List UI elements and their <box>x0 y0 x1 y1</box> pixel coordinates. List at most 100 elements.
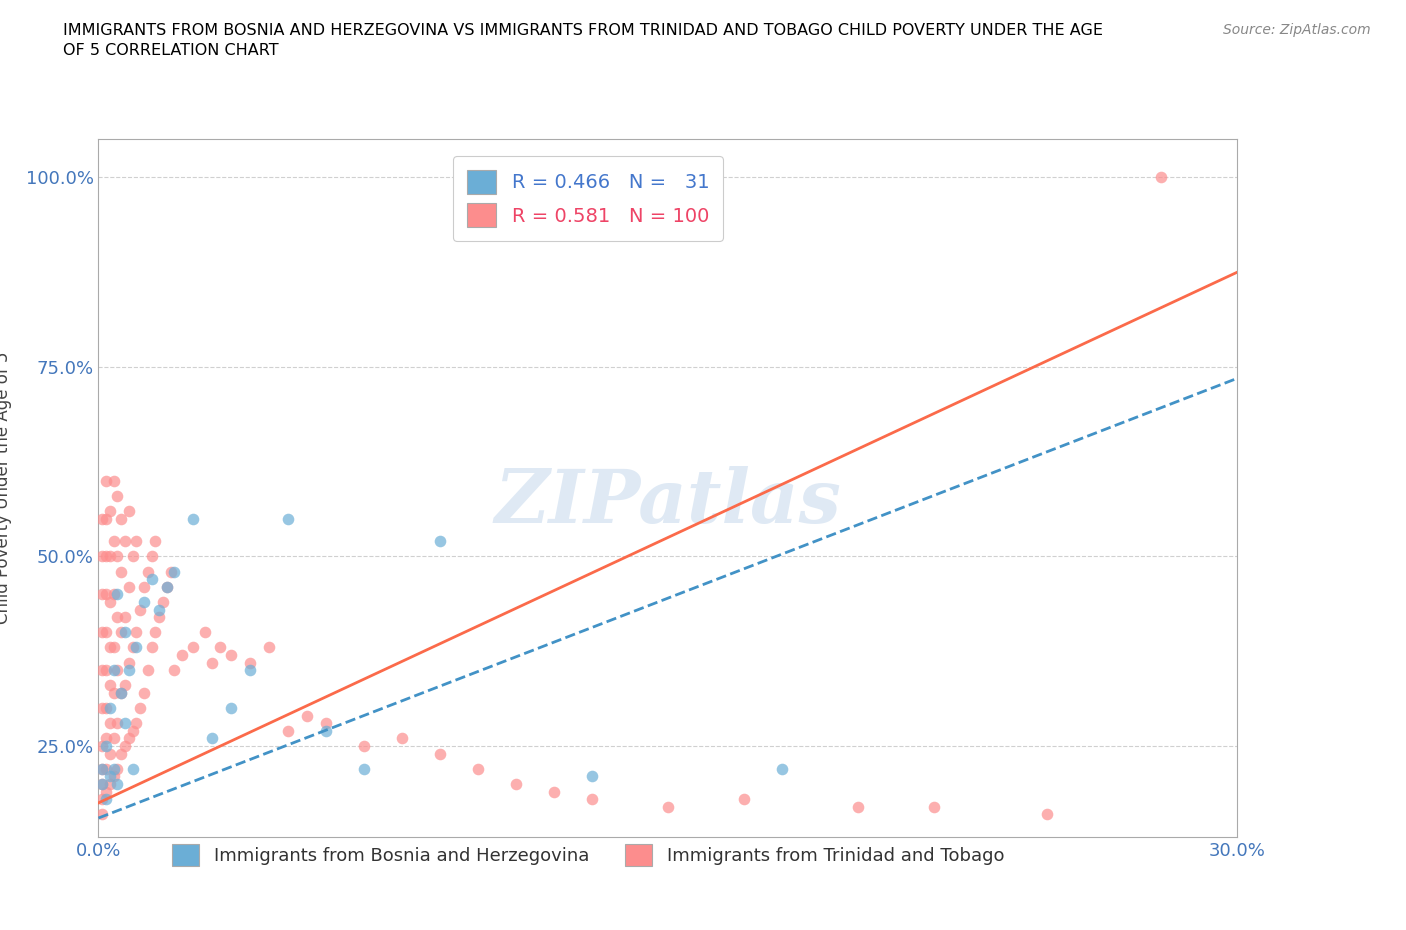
Point <box>94 700 117 715</box>
Point <box>114 678 136 693</box>
Point <box>94 625 117 640</box>
Legend: Immigrants from Bosnia and Herzegovina, Immigrants from Trinidad and Tobago: Immigrants from Bosnia and Herzegovina, … <box>165 837 1011 873</box>
Point <box>91 587 114 602</box>
Point <box>107 762 129 777</box>
Point <box>94 512 117 526</box>
Point <box>846 799 869 814</box>
Point <box>201 731 224 746</box>
Point <box>163 663 186 678</box>
Point <box>103 640 125 655</box>
Point <box>391 731 413 746</box>
Point <box>733 791 755 806</box>
Point <box>98 549 121 564</box>
Point <box>1150 170 1173 185</box>
Point <box>125 716 148 731</box>
Point <box>145 625 167 640</box>
Point <box>114 716 136 731</box>
Point <box>91 625 114 640</box>
Point <box>107 488 129 503</box>
Point <box>94 549 117 564</box>
Point <box>103 769 125 784</box>
Point <box>141 572 163 587</box>
Point <box>183 640 205 655</box>
Point <box>91 512 114 526</box>
Point <box>118 663 141 678</box>
Point <box>581 769 603 784</box>
Point <box>98 640 121 655</box>
Point <box>163 565 186 579</box>
Point <box>103 762 125 777</box>
Point <box>91 762 114 777</box>
Point <box>125 534 148 549</box>
Point <box>94 473 117 488</box>
Point <box>98 769 121 784</box>
Point <box>98 716 121 731</box>
Point <box>145 534 167 549</box>
Point <box>156 579 179 594</box>
Point <box>94 738 117 753</box>
Point <box>152 594 174 609</box>
Point <box>129 602 152 617</box>
Point <box>110 746 132 761</box>
Point <box>94 762 117 777</box>
Point <box>107 663 129 678</box>
Text: Source: ZipAtlas.com: Source: ZipAtlas.com <box>1223 23 1371 37</box>
Point <box>118 579 141 594</box>
Point <box>208 640 231 655</box>
Point <box>107 587 129 602</box>
Point <box>159 565 181 579</box>
Point <box>98 678 121 693</box>
Point <box>110 685 132 700</box>
Point <box>194 625 217 640</box>
Point <box>91 777 114 791</box>
Point <box>136 565 159 579</box>
Point <box>125 625 148 640</box>
Point <box>429 534 451 549</box>
Point <box>114 625 136 640</box>
Point <box>141 640 163 655</box>
Point <box>297 709 319 724</box>
Point <box>91 791 114 806</box>
Point <box>429 746 451 761</box>
Point <box>156 579 179 594</box>
Point <box>277 724 299 738</box>
Point <box>94 587 117 602</box>
Point <box>103 663 125 678</box>
Point <box>107 610 129 625</box>
Point <box>103 534 125 549</box>
Point <box>98 777 121 791</box>
Point <box>118 656 141 671</box>
Point <box>94 663 117 678</box>
Point <box>353 738 375 753</box>
Y-axis label: Child Poverty Under the Age of 5: Child Poverty Under the Age of 5 <box>0 352 11 625</box>
Point <box>98 594 121 609</box>
Point <box>467 762 489 777</box>
Point <box>183 512 205 526</box>
Point <box>129 700 152 715</box>
Point <box>107 549 129 564</box>
Point <box>114 738 136 753</box>
Point <box>91 700 114 715</box>
Point <box>132 579 155 594</box>
Point <box>94 791 117 806</box>
Text: IMMIGRANTS FROM BOSNIA AND HERZEGOVINA VS IMMIGRANTS FROM TRINIDAD AND TOBAGO CH: IMMIGRANTS FROM BOSNIA AND HERZEGOVINA V… <box>63 23 1104 58</box>
Point <box>107 777 129 791</box>
Point <box>91 549 114 564</box>
Point <box>125 640 148 655</box>
Point <box>103 473 125 488</box>
Point <box>201 656 224 671</box>
Point <box>132 685 155 700</box>
Point <box>141 549 163 564</box>
Point <box>91 762 114 777</box>
Point <box>121 549 143 564</box>
Point <box>136 663 159 678</box>
Point <box>543 784 565 799</box>
Point <box>98 503 121 518</box>
Point <box>148 602 170 617</box>
Point <box>770 762 793 777</box>
Point <box>91 777 114 791</box>
Point <box>118 731 141 746</box>
Point <box>121 762 143 777</box>
Point <box>277 512 299 526</box>
Point <box>1036 807 1059 822</box>
